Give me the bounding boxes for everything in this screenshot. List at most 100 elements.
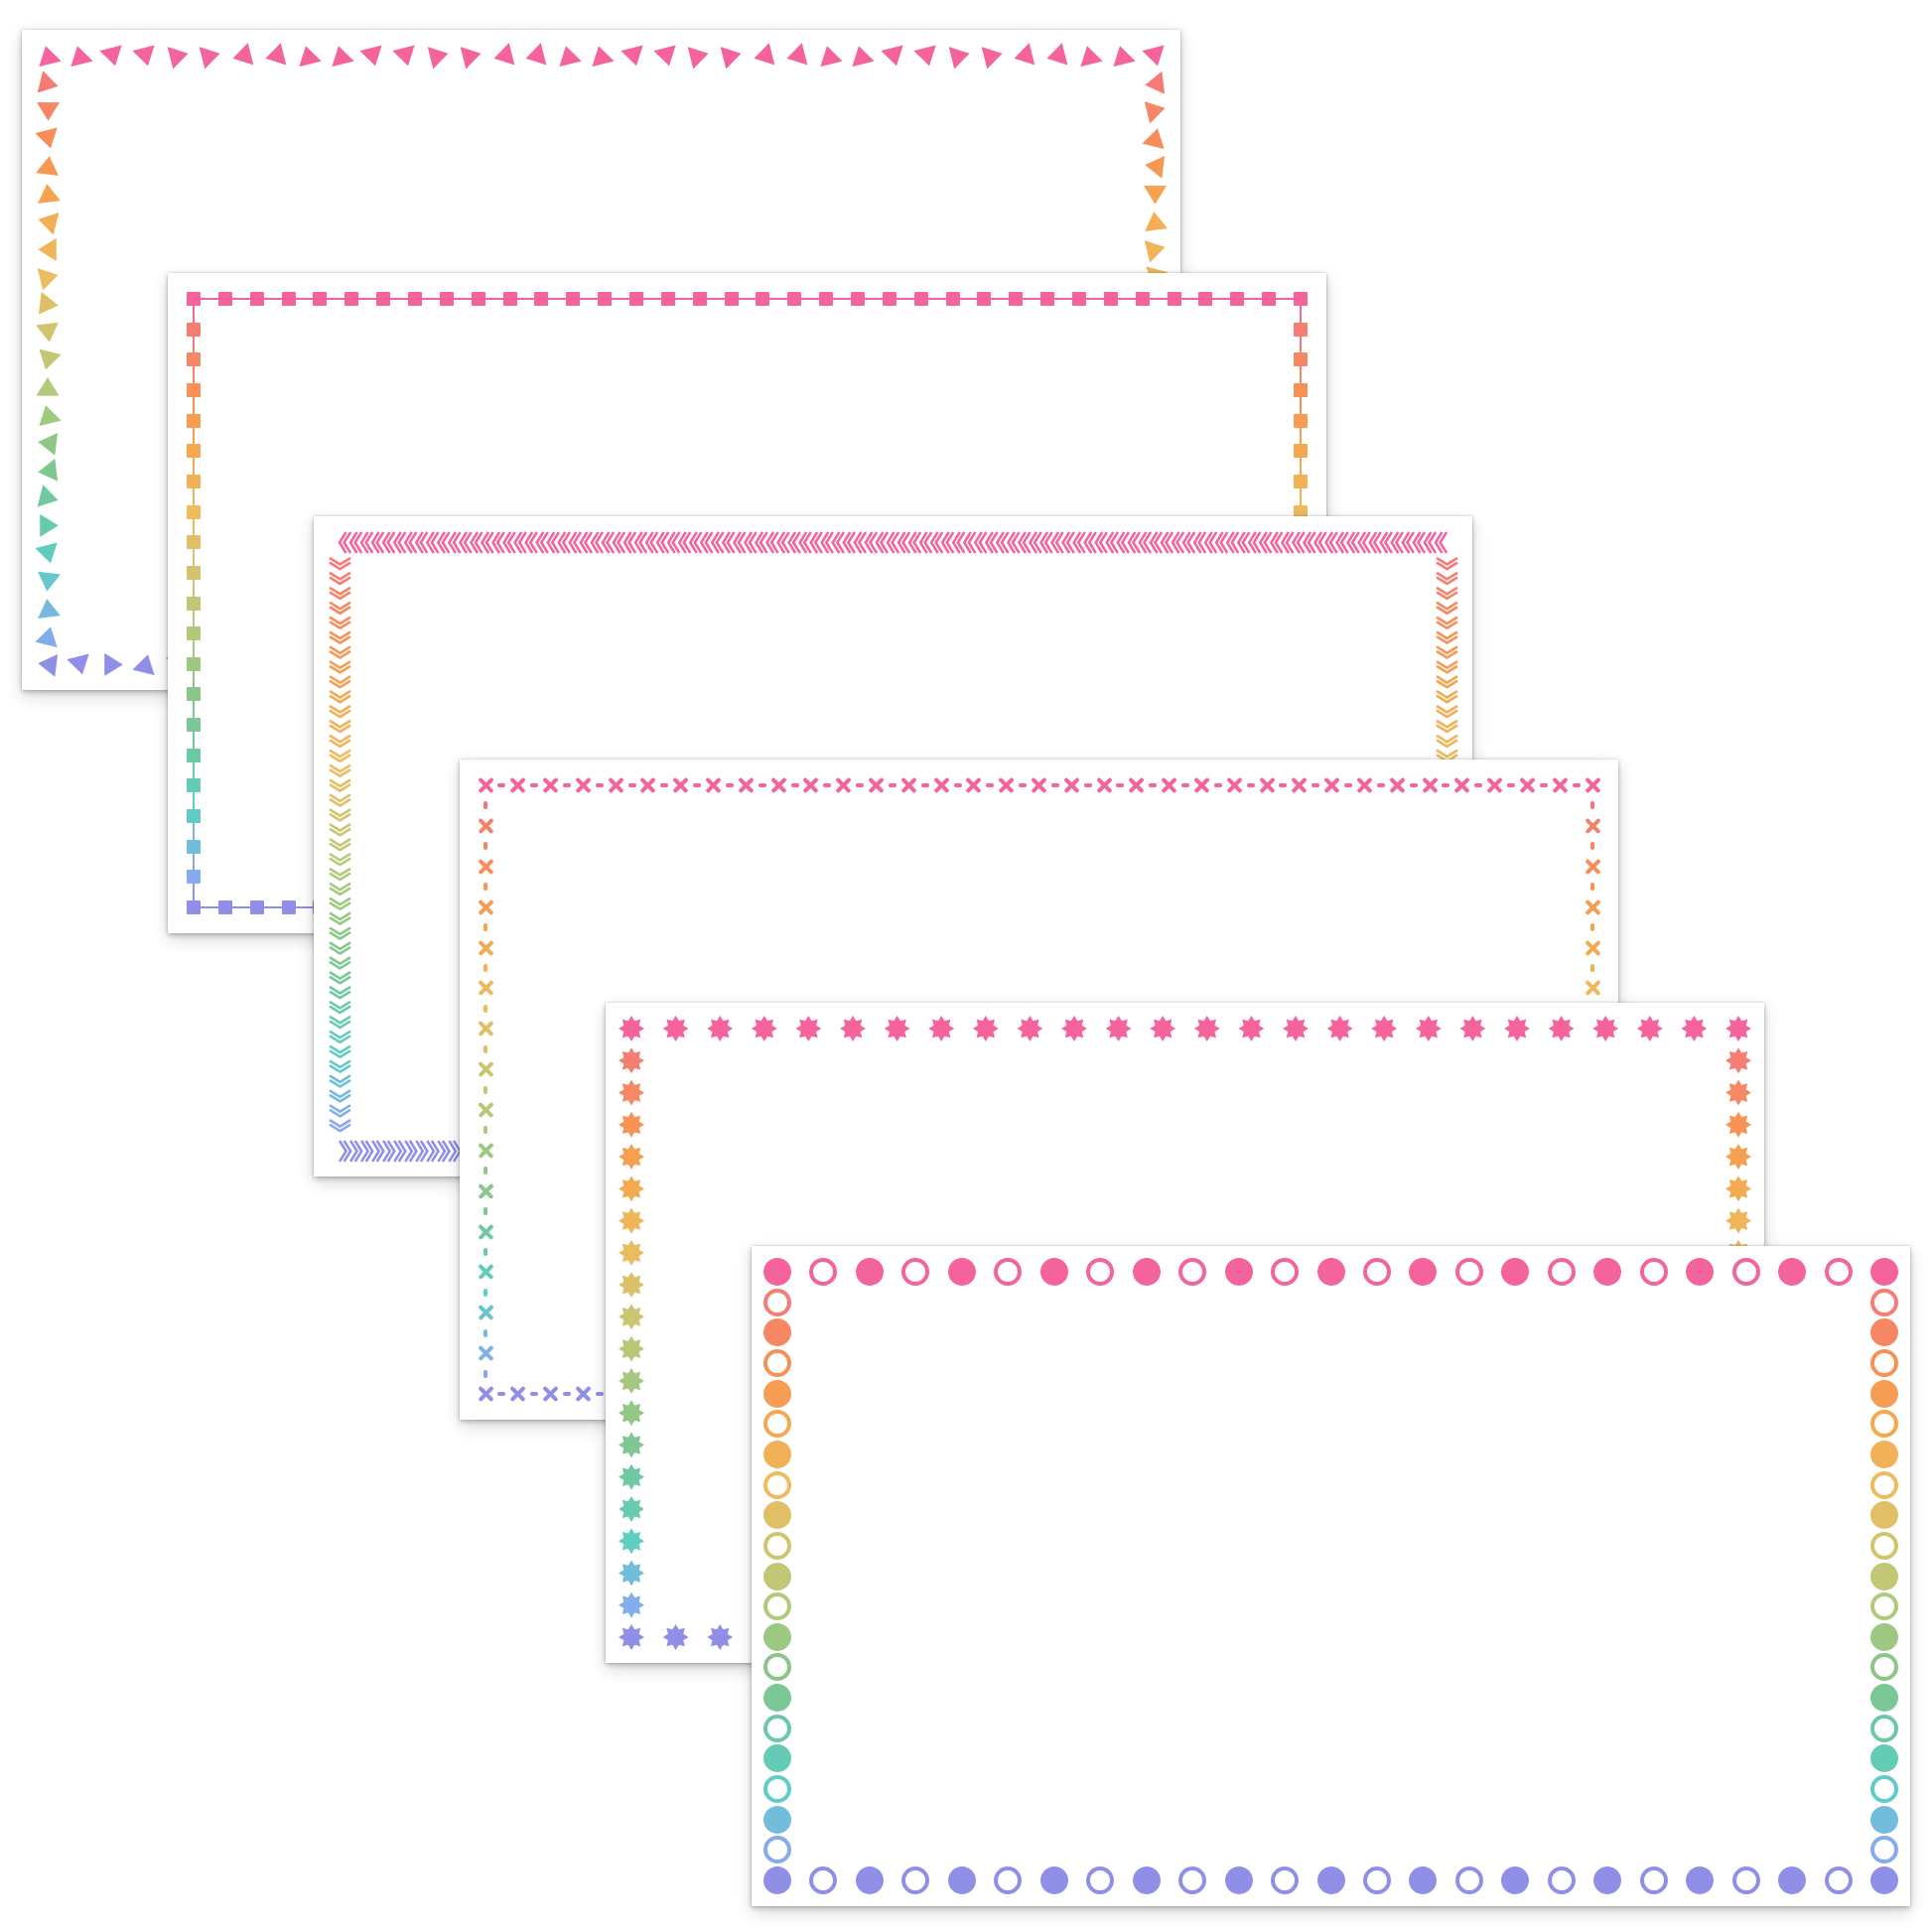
square-shape [1294, 444, 1308, 459]
square-shape [882, 292, 897, 306]
circle-shape [1824, 1258, 1853, 1286]
circle-shape [763, 1622, 791, 1651]
triangle-shape [36, 458, 59, 483]
triangle-shape [38, 514, 59, 537]
square-shape [281, 292, 296, 306]
square-shape [692, 292, 707, 306]
circle-shape [1178, 1866, 1207, 1894]
circle-shape [763, 1258, 791, 1286]
triangle-shape [913, 43, 940, 69]
square-shape [187, 474, 201, 488]
x-stitch-shape [672, 776, 689, 794]
square-shape [1198, 292, 1213, 306]
triangle-shape [1076, 43, 1103, 69]
square-shape [187, 535, 201, 550]
x-stitch-shape [965, 776, 982, 794]
starburst-shape [619, 1304, 644, 1330]
x-stitch-shape [477, 1182, 494, 1199]
starburst-shape [619, 1016, 644, 1041]
square-shape [756, 292, 770, 306]
stitch-dash [483, 1328, 487, 1337]
stitch-dash [483, 1288, 487, 1297]
square-shape [187, 900, 201, 914]
circle-shape [809, 1866, 838, 1894]
x-stitch-shape [1031, 776, 1047, 794]
stitch-dash [1572, 783, 1581, 787]
starburst-shape [1725, 1175, 1751, 1202]
triangle-shape [426, 42, 452, 69]
stitch-dash [483, 801, 487, 810]
square-shape [187, 504, 201, 519]
stitch-dash [725, 783, 734, 787]
circle-shape [1178, 1258, 1207, 1286]
stitch-dash [1474, 783, 1483, 787]
triangle-shape [165, 42, 191, 69]
circle-shape [1870, 1410, 1898, 1439]
circle-shape [1870, 1258, 1898, 1286]
starburst-shape [662, 1016, 689, 1041]
triangle-shape [490, 42, 516, 69]
starburst-shape [1725, 1207, 1751, 1234]
triangle-shape [1109, 43, 1136, 69]
stitch-dash [1344, 783, 1353, 787]
square-shape [1294, 413, 1308, 428]
starburst-shape [619, 1335, 644, 1362]
triangle-shape [815, 43, 842, 69]
starburst-shape [1636, 1016, 1663, 1041]
circle-shape [855, 1258, 884, 1286]
circle-shape [1870, 1531, 1898, 1560]
circle-shape [1593, 1258, 1622, 1286]
triangle-shape [102, 652, 123, 675]
circle-shape [763, 1684, 791, 1713]
square-shape [1294, 322, 1308, 337]
square-shape [187, 656, 201, 671]
starburst-shape [1193, 1016, 1220, 1041]
triangle-shape [34, 623, 61, 649]
circle-shape [1086, 1866, 1115, 1894]
x-stitch-shape [1193, 776, 1210, 794]
square-shape [187, 748, 201, 762]
x-stitch-shape [1584, 817, 1601, 834]
circle-shape [763, 1288, 791, 1316]
x-stitch-shape [1258, 776, 1276, 794]
x-stitch-shape [542, 776, 559, 794]
triangle-shape [99, 43, 126, 69]
starburst-shape [619, 1400, 644, 1427]
stitch-dash [483, 1369, 487, 1378]
square-shape [787, 292, 802, 306]
triangle-shape [1143, 70, 1166, 95]
circle-shape [1547, 1258, 1576, 1286]
square-shape [187, 687, 201, 702]
square-shape [249, 292, 264, 306]
square-shape [1294, 352, 1308, 367]
triangle-shape [230, 42, 256, 69]
starburst-shape [1150, 1016, 1176, 1041]
triangle-shape [35, 570, 60, 593]
x-stitch-shape [998, 776, 1015, 794]
square-shape [187, 322, 201, 337]
stitch-dash [1311, 783, 1320, 787]
triangle-shape [34, 541, 61, 567]
circle-shape [763, 1318, 791, 1347]
circle-shape [1731, 1258, 1760, 1286]
triangle-shape [35, 321, 60, 344]
stitch-dash [627, 783, 636, 787]
circle-shape [947, 1866, 976, 1894]
starburst-shape [619, 1079, 644, 1106]
triangle-shape [36, 430, 59, 455]
x-stitch-shape [477, 1021, 494, 1037]
x-stitch-shape [1063, 776, 1080, 794]
triangle-shape [36, 292, 59, 317]
triangle-shape [783, 42, 809, 69]
starburst-shape [619, 1111, 644, 1138]
starburst-shape [619, 1144, 644, 1171]
square-shape [1230, 292, 1245, 306]
triangle-shape [652, 43, 679, 69]
stitch-dash [483, 1167, 487, 1175]
square-shape [187, 718, 201, 733]
starburst-shape [1725, 1016, 1751, 1041]
stitch-dash [1442, 783, 1450, 787]
starburst-shape [707, 1624, 734, 1650]
circle-shape [1639, 1258, 1668, 1286]
starburst-shape [1592, 1016, 1619, 1041]
